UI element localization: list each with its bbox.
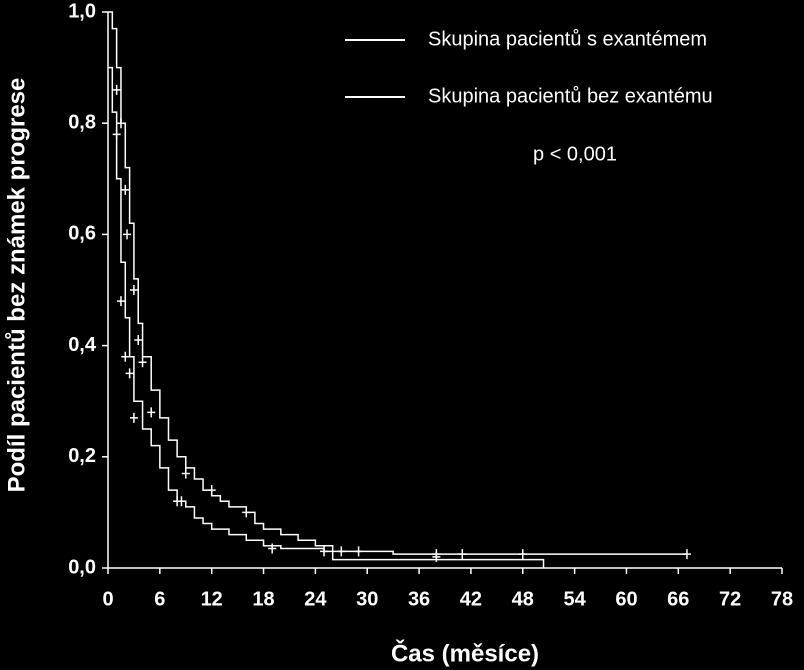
x-tick-label: 18 (252, 588, 274, 610)
censor-mark (138, 357, 147, 368)
legend-label: Skupina pacientů s exantémem (428, 28, 707, 50)
survival-curve (108, 11, 687, 555)
y-tick-label: 0,2 (68, 445, 96, 467)
censor-mark (129, 412, 138, 423)
y-tick-label: 0,6 (68, 223, 96, 245)
censor-mark (112, 129, 121, 140)
y-tick-label: 0,8 (68, 111, 96, 133)
censor-mark (116, 118, 125, 129)
censor-mark (518, 549, 527, 560)
censor-mark (268, 543, 277, 554)
censor-mark (354, 546, 363, 557)
censor-mark (123, 229, 132, 240)
x-axis-title: Čas (měsíce) (391, 639, 539, 667)
censor-mark (121, 351, 130, 362)
x-tick-label: 6 (154, 588, 165, 610)
x-tick-label: 78 (771, 588, 793, 610)
censor-mark (337, 546, 346, 557)
y-tick-label: 0,0 (68, 556, 96, 578)
censor-mark (458, 549, 467, 560)
legend-label: Skupina pacientů bez exantému (428, 85, 713, 107)
censor-mark (147, 407, 156, 418)
censor-mark (177, 496, 186, 507)
x-tick-label: 30 (356, 588, 378, 610)
censor-mark (129, 285, 138, 295)
censor-mark (116, 296, 125, 307)
y-tick-label: 1,0 (68, 0, 96, 22)
censor-mark (242, 507, 251, 518)
censor-mark (320, 546, 329, 557)
censor-mark (112, 84, 121, 95)
x-tick-label: 36 (408, 588, 430, 610)
x-tick-label: 48 (512, 588, 534, 610)
x-tick-label: 42 (460, 588, 482, 610)
x-tick-label: 72 (719, 588, 741, 610)
x-tick-label: 0 (102, 588, 113, 610)
x-tick-label: 54 (563, 588, 586, 610)
x-tick-label: 60 (615, 588, 637, 610)
x-tick-label: 66 (667, 588, 689, 610)
censor-mark (432, 551, 441, 562)
censor-mark (207, 485, 216, 496)
annotation: p < 0,001 (533, 143, 617, 165)
x-tick-label: 12 (201, 588, 223, 610)
survival-curve (108, 66, 545, 568)
censor-mark (181, 468, 190, 479)
censor-mark (134, 335, 143, 346)
y-tick-label: 0,4 (68, 334, 97, 356)
y-axis-title: Podíl pacientů bez známek progrese (3, 78, 30, 493)
censor-mark (682, 549, 691, 560)
censor-mark (125, 368, 134, 379)
x-tick-label: 24 (304, 588, 327, 610)
censor-mark (121, 184, 130, 195)
